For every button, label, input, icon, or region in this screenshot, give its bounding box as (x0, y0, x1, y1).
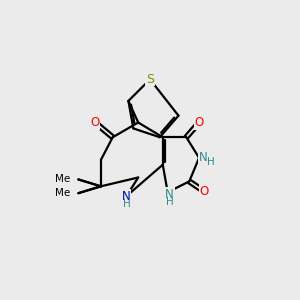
Text: O: O (200, 185, 208, 198)
Text: N: N (199, 152, 207, 164)
Text: N: N (165, 188, 174, 201)
Text: Me: Me (55, 188, 70, 198)
Text: Me: Me (55, 174, 70, 184)
Text: H: H (166, 197, 173, 207)
Text: O: O (90, 116, 100, 129)
Text: H: H (207, 157, 215, 167)
Text: H: H (123, 199, 130, 209)
Text: S: S (146, 73, 154, 86)
Text: O: O (194, 116, 204, 129)
Text: N: N (122, 190, 131, 202)
